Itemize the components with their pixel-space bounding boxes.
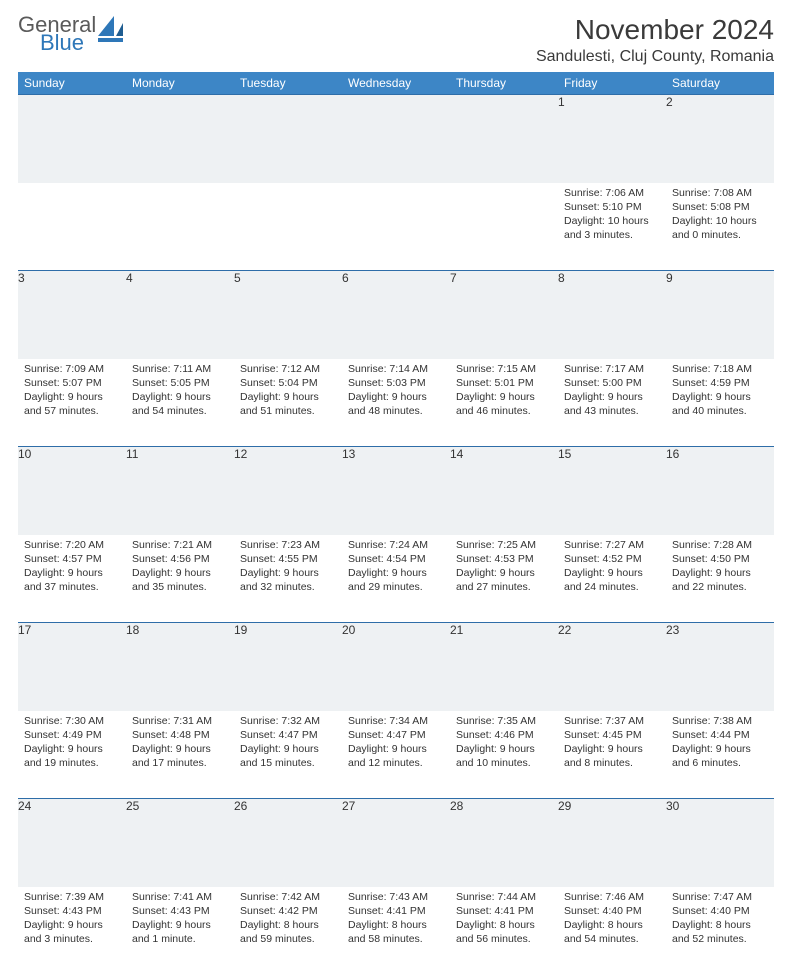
day-number-cell	[18, 95, 126, 183]
weekday-header: Monday	[126, 72, 234, 95]
calendar-body: 12Sunrise: 7:06 AMSunset: 5:10 PMDayligh…	[18, 95, 774, 975]
day-body-cell: Sunrise: 7:39 AMSunset: 4:43 PMDaylight:…	[18, 887, 126, 975]
day-body-cell: Sunrise: 7:12 AMSunset: 5:04 PMDaylight:…	[234, 359, 342, 447]
day-body-cell: Sunrise: 7:23 AMSunset: 4:55 PMDaylight:…	[234, 535, 342, 623]
day-number-cell: 11	[126, 447, 234, 535]
day-number-cell: 19	[234, 623, 342, 711]
day-body-row: Sunrise: 7:30 AMSunset: 4:49 PMDaylight:…	[18, 711, 774, 799]
day-number-cell: 7	[450, 271, 558, 359]
weekday-header: Friday	[558, 72, 666, 95]
day-number-cell: 25	[126, 799, 234, 887]
weekday-header: Thursday	[450, 72, 558, 95]
day-body-cell: Sunrise: 7:41 AMSunset: 4:43 PMDaylight:…	[126, 887, 234, 975]
day-number-cell: 12	[234, 447, 342, 535]
day-number-cell: 6	[342, 271, 450, 359]
day-number-cell	[234, 95, 342, 183]
day-body-cell: Sunrise: 7:08 AMSunset: 5:08 PMDaylight:…	[666, 183, 774, 271]
day-number-cell: 30	[666, 799, 774, 887]
day-number-cell: 17	[18, 623, 126, 711]
day-number-cell: 18	[126, 623, 234, 711]
day-number-row: 24252627282930	[18, 799, 774, 887]
day-number-cell: 28	[450, 799, 558, 887]
day-number-cell: 16	[666, 447, 774, 535]
day-body-row: Sunrise: 7:39 AMSunset: 4:43 PMDaylight:…	[18, 887, 774, 975]
day-body-cell: Sunrise: 7:47 AMSunset: 4:40 PMDaylight:…	[666, 887, 774, 975]
day-body-cell: Sunrise: 7:18 AMSunset: 4:59 PMDaylight:…	[666, 359, 774, 447]
day-number-cell	[450, 95, 558, 183]
day-body-cell: Sunrise: 7:43 AMSunset: 4:41 PMDaylight:…	[342, 887, 450, 975]
day-number-cell: 2	[666, 95, 774, 183]
day-number-cell: 24	[18, 799, 126, 887]
day-number-cell: 21	[450, 623, 558, 711]
day-body-cell: Sunrise: 7:46 AMSunset: 4:40 PMDaylight:…	[558, 887, 666, 975]
day-number-cell: 13	[342, 447, 450, 535]
day-number-cell: 5	[234, 271, 342, 359]
day-number-cell: 9	[666, 271, 774, 359]
day-body-cell: Sunrise: 7:24 AMSunset: 4:54 PMDaylight:…	[342, 535, 450, 623]
day-body-row: Sunrise: 7:20 AMSunset: 4:57 PMDaylight:…	[18, 535, 774, 623]
day-body-cell: Sunrise: 7:20 AMSunset: 4:57 PMDaylight:…	[18, 535, 126, 623]
day-body-cell	[342, 183, 450, 271]
day-body-cell: Sunrise: 7:32 AMSunset: 4:47 PMDaylight:…	[234, 711, 342, 799]
day-body-cell: Sunrise: 7:25 AMSunset: 4:53 PMDaylight:…	[450, 535, 558, 623]
day-number-cell	[126, 95, 234, 183]
location-text: Sandulesti, Cluj County, Romania	[536, 48, 774, 66]
day-body-cell: Sunrise: 7:06 AMSunset: 5:10 PMDaylight:…	[558, 183, 666, 271]
weekday-header: Wednesday	[342, 72, 450, 95]
header-bar: General Blue November 2024 Sandulesti, C…	[18, 14, 774, 66]
calendar-table: SundayMondayTuesdayWednesdayThursdayFrid…	[18, 72, 774, 975]
day-body-cell: Sunrise: 7:15 AMSunset: 5:01 PMDaylight:…	[450, 359, 558, 447]
day-number-cell: 22	[558, 623, 666, 711]
brand-logo: General Blue	[18, 14, 124, 54]
day-body-cell: Sunrise: 7:27 AMSunset: 4:52 PMDaylight:…	[558, 535, 666, 623]
day-number-row: 17181920212223	[18, 623, 774, 711]
weekday-header: Saturday	[666, 72, 774, 95]
day-number-cell: 23	[666, 623, 774, 711]
day-body-row: Sunrise: 7:06 AMSunset: 5:10 PMDaylight:…	[18, 183, 774, 271]
day-body-cell: Sunrise: 7:11 AMSunset: 5:05 PMDaylight:…	[126, 359, 234, 447]
day-number-cell: 14	[450, 447, 558, 535]
day-number-row: 12	[18, 95, 774, 183]
day-body-row: Sunrise: 7:09 AMSunset: 5:07 PMDaylight:…	[18, 359, 774, 447]
day-body-cell: Sunrise: 7:31 AMSunset: 4:48 PMDaylight:…	[126, 711, 234, 799]
day-number-cell: 26	[234, 799, 342, 887]
calendar-header: SundayMondayTuesdayWednesdayThursdayFrid…	[18, 72, 774, 95]
day-body-cell: Sunrise: 7:34 AMSunset: 4:47 PMDaylight:…	[342, 711, 450, 799]
day-body-cell	[234, 183, 342, 271]
day-number-cell: 27	[342, 799, 450, 887]
day-body-cell: Sunrise: 7:30 AMSunset: 4:49 PMDaylight:…	[18, 711, 126, 799]
day-body-cell	[18, 183, 126, 271]
day-body-cell	[450, 183, 558, 271]
day-number-row: 3456789	[18, 271, 774, 359]
day-body-cell: Sunrise: 7:38 AMSunset: 4:44 PMDaylight:…	[666, 711, 774, 799]
day-body-cell	[126, 183, 234, 271]
day-body-cell: Sunrise: 7:44 AMSunset: 4:41 PMDaylight:…	[450, 887, 558, 975]
brand-sail-icon	[98, 14, 124, 44]
day-number-cell: 4	[126, 271, 234, 359]
day-body-cell: Sunrise: 7:35 AMSunset: 4:46 PMDaylight:…	[450, 711, 558, 799]
day-body-cell: Sunrise: 7:21 AMSunset: 4:56 PMDaylight:…	[126, 535, 234, 623]
brand-word2: Blue	[40, 32, 96, 54]
day-number-cell: 20	[342, 623, 450, 711]
day-number-cell: 10	[18, 447, 126, 535]
day-number-cell: 3	[18, 271, 126, 359]
day-number-row: 10111213141516	[18, 447, 774, 535]
day-number-cell: 1	[558, 95, 666, 183]
day-number-cell: 8	[558, 271, 666, 359]
day-body-cell: Sunrise: 7:09 AMSunset: 5:07 PMDaylight:…	[18, 359, 126, 447]
weekday-header: Tuesday	[234, 72, 342, 95]
day-body-cell: Sunrise: 7:17 AMSunset: 5:00 PMDaylight:…	[558, 359, 666, 447]
day-body-cell: Sunrise: 7:14 AMSunset: 5:03 PMDaylight:…	[342, 359, 450, 447]
brand-text: General Blue	[18, 14, 96, 54]
day-number-cell: 29	[558, 799, 666, 887]
day-body-cell: Sunrise: 7:42 AMSunset: 4:42 PMDaylight:…	[234, 887, 342, 975]
day-body-cell: Sunrise: 7:37 AMSunset: 4:45 PMDaylight:…	[558, 711, 666, 799]
month-title: November 2024	[536, 14, 774, 46]
weekday-header: Sunday	[18, 72, 126, 95]
title-block: November 2024 Sandulesti, Cluj County, R…	[536, 14, 774, 66]
day-number-cell	[342, 95, 450, 183]
day-body-cell: Sunrise: 7:28 AMSunset: 4:50 PMDaylight:…	[666, 535, 774, 623]
day-number-cell: 15	[558, 447, 666, 535]
